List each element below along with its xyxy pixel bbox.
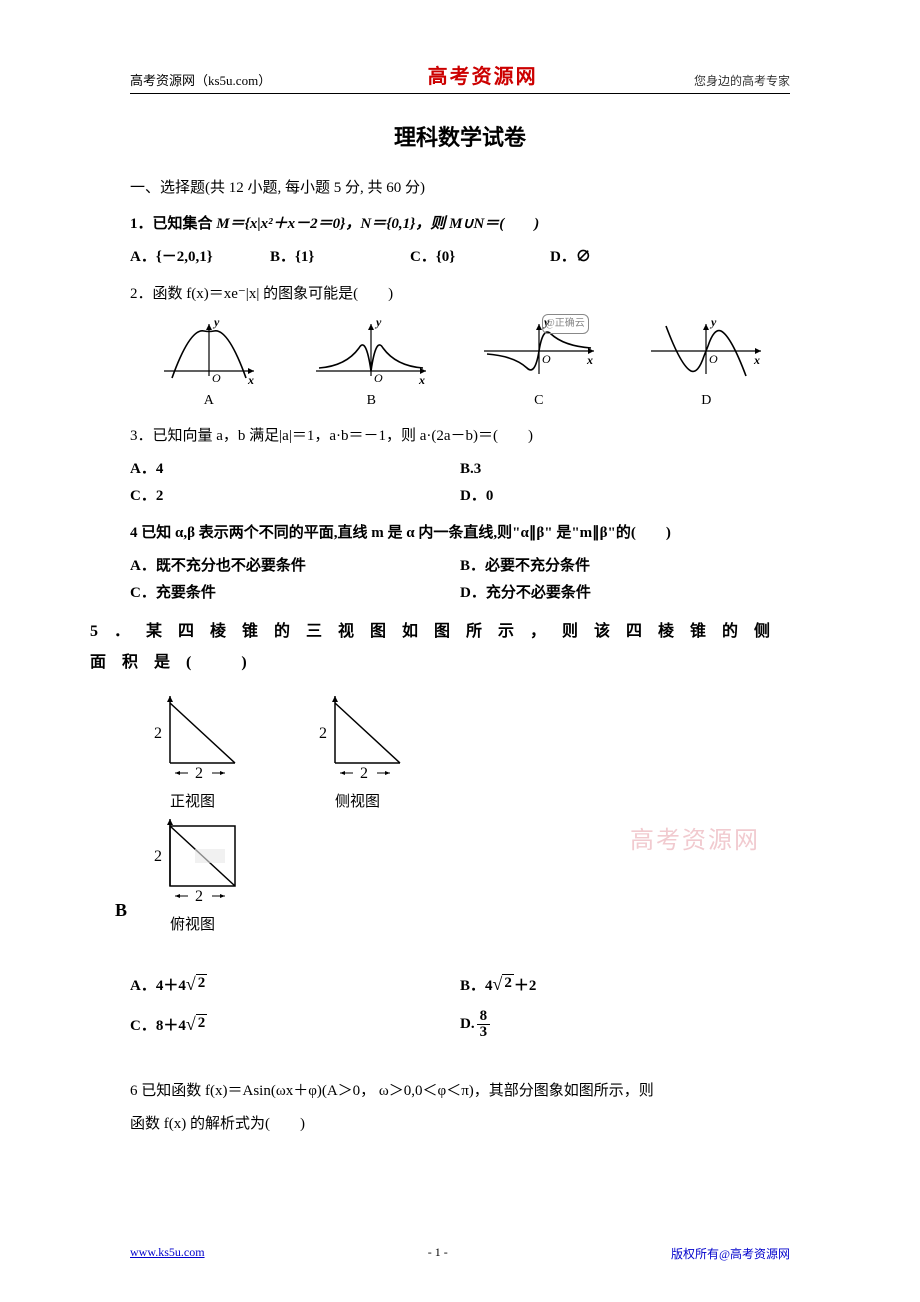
q2-graph-c: @正确云 y x O C xyxy=(479,316,599,413)
svg-text:x: x xyxy=(586,353,593,367)
side-view: 2 2 侧视图 xyxy=(305,688,410,811)
page-footer: www.ks5u.com - 1 - 版权所有@高考资源网 xyxy=(130,1245,790,1262)
top-view-label: 俯视图 xyxy=(140,913,245,934)
svg-text:2: 2 xyxy=(195,888,203,905)
q1-opt-b: B．{1} xyxy=(270,244,410,271)
q1-text: 1．已知集合 M＝{x|x²＋x－2＝0}，N＝{0,1}，则 M∪N＝( ) xyxy=(130,211,790,238)
q3-opt-b: B.3 xyxy=(460,456,790,483)
footer-url: www.ks5u.com xyxy=(130,1245,205,1262)
q4-text: 4 已知 α,β 表示两个不同的平面,直线 m 是 α 内一条直线,则"α∥β"… xyxy=(130,520,790,547)
side-view-svg: 2 2 xyxy=(305,688,410,783)
q1-opt-a: A．{－2,0,1} xyxy=(130,244,270,271)
svg-text:O: O xyxy=(709,352,718,366)
svg-text:2: 2 xyxy=(195,765,203,782)
svg-text:2: 2 xyxy=(154,725,162,742)
footer-page-num: - 1 - xyxy=(428,1245,448,1262)
svg-text:O: O xyxy=(212,371,221,385)
page-content: 理科数学试卷 一、选择题(共 12 小题, 每小题 5 分, 共 60 分) 1… xyxy=(130,120,790,1148)
q5-options: A．4＋4 √2 B．4 √2 ＋2 C．8＋4 √2 D. 83 xyxy=(130,974,790,1054)
footer-copyright: 版权所有@高考资源网 xyxy=(671,1245,790,1262)
question-3: 3．已知向量 a，b 满足|a|＝1，a·b＝－1，则 a·(2a－b)＝( )… xyxy=(130,423,790,510)
q3-opt-d: D．0 xyxy=(460,483,790,510)
q1-options: A．{－2,0,1} B．{1} C．{0} D．∅ xyxy=(130,244,790,271)
exam-title: 理科数学试卷 xyxy=(130,120,790,152)
q6-line1: 6 已知函数 f(x)＝Asin(ωx＋φ)(A＞0， ω＞0,0＜φ＜π)，其… xyxy=(130,1078,790,1105)
stray-b-char: B xyxy=(115,900,127,921)
q5-views: 2 2 正视图 2 2 xyxy=(140,688,790,934)
header-right: 您身边的高考专家 xyxy=(694,72,790,89)
svg-text:O: O xyxy=(374,371,383,385)
q4-opt-b: B．必要不充分条件 xyxy=(460,553,790,580)
front-view: 2 2 正视图 xyxy=(140,688,245,811)
svg-text:x: x xyxy=(418,373,425,386)
svg-text:2: 2 xyxy=(360,765,368,782)
header-left: 高考资源网（ks5u.com） xyxy=(130,70,271,89)
graph-a-svg: y x O xyxy=(154,316,264,386)
front-view-svg: 2 2 xyxy=(140,688,245,783)
section-heading: 一、选择题(共 12 小题, 每小题 5 分, 共 60 分) xyxy=(130,176,790,197)
q6-line2: 函数 f(x) 的解析式为( ) xyxy=(130,1111,790,1138)
question-6: 6 已知函数 f(x)＝Asin(ωx＋φ)(A＞0， ω＞0,0＜φ＜π)，其… xyxy=(130,1078,790,1138)
q2-text: 2．函数 f(x)＝xe⁻|x| 的图象可能是( ) xyxy=(130,281,790,308)
q3-text: 3．已知向量 a，b 满足|a|＝1，a·b＝－1，则 a·(2a－b)＝( ) xyxy=(130,423,790,450)
svg-text:y: y xyxy=(709,316,717,329)
question-4: 4 已知 α,β 表示两个不同的平面,直线 m 是 α 内一条直线,则"α∥β"… xyxy=(130,520,790,607)
q2-graph-a: y x O A xyxy=(154,316,264,413)
q4-opt-c: C．充要条件 xyxy=(130,580,460,607)
q2-graph-b: y x O B xyxy=(311,316,431,413)
svg-text:x: x xyxy=(753,353,760,367)
q4-opt-d: D．充分不必要条件 xyxy=(460,580,790,607)
front-view-label: 正视图 xyxy=(140,790,245,811)
question-1: 1．已知集合 M＝{x|x²＋x－2＝0}，N＝{0,1}，则 M∪N＝( ) … xyxy=(130,211,790,271)
svg-text:2: 2 xyxy=(319,725,327,742)
q5-opt-a: A．4＋4 √2 xyxy=(130,974,460,995)
question-2: 2．函数 f(x)＝xe⁻|x| 的图象可能是( ) y x O A xyxy=(130,281,790,413)
graph-d-svg: y x O xyxy=(646,316,766,386)
q2-graphs: y x O A y x O xyxy=(130,316,790,413)
top-view: 2 2 俯视图 xyxy=(140,811,245,934)
q2-label-a: A xyxy=(154,388,264,413)
top-view-svg: 2 2 xyxy=(140,811,245,906)
svg-text:y: y xyxy=(374,316,382,329)
q5-text: 5 ． 某 四 棱 锥 的 三 视 图 如 图 所 示 ， 则 该 四 棱 锥 … xyxy=(90,617,790,678)
q2-graph-d: y x O D xyxy=(646,316,766,413)
header-center-logo: 高考资源网 xyxy=(428,60,538,89)
q4-options: A．既不充分也不必要条件 B．必要不充分条件 C．充要条件 D．充分不必要条件 xyxy=(130,553,790,607)
q2-label-b: B xyxy=(311,388,431,413)
svg-text:y: y xyxy=(212,316,220,329)
q3-opt-c: C．2 xyxy=(130,483,460,510)
watermark-badge: @正确云 xyxy=(542,314,589,334)
watermark-text: 高考资源网 xyxy=(630,820,760,855)
q2-label-d: D xyxy=(646,388,766,413)
q3-opt-a: A．4 xyxy=(130,456,460,483)
side-view-label: 侧视图 xyxy=(305,790,410,811)
svg-text:x: x xyxy=(247,373,254,386)
q2-label-c: C xyxy=(479,388,599,413)
q5-opt-c: C．8＋4 √2 xyxy=(130,1009,460,1040)
q1-opt-c: C．{0} xyxy=(410,244,550,271)
graph-b-svg: y x O xyxy=(311,316,431,386)
q5-opt-d: D. 83 xyxy=(460,1009,790,1040)
q5-opt-b: B．4 √2 ＋2 xyxy=(460,974,790,995)
q4-opt-a: A．既不充分也不必要条件 xyxy=(130,553,460,580)
q1-opt-d: D．∅ xyxy=(550,244,690,271)
svg-text:2: 2 xyxy=(154,848,162,865)
page-header: 高考资源网（ks5u.com） 高考资源网 您身边的高考专家 xyxy=(130,60,790,94)
q3-options: A．4 B.3 C．2 D．0 xyxy=(130,456,790,510)
svg-text:O: O xyxy=(542,352,551,366)
